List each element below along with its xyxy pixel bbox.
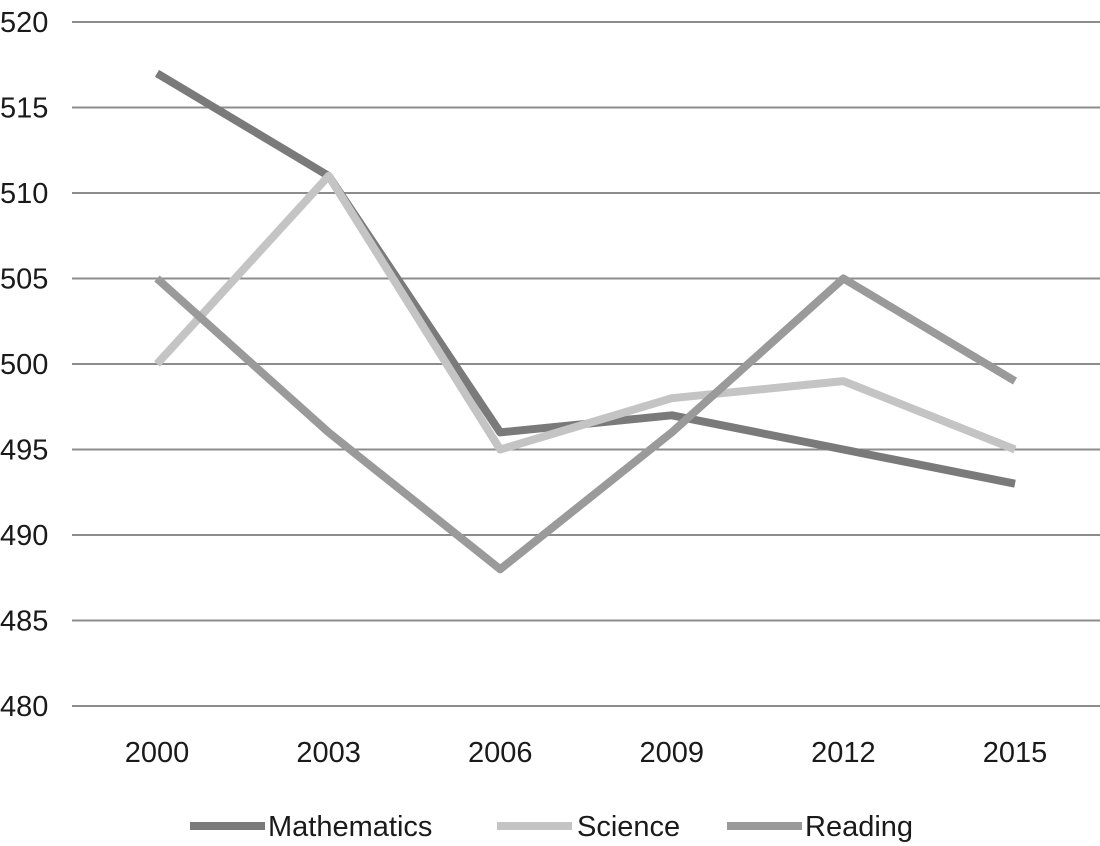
y-tick-label: 485 (0, 606, 48, 638)
x-tick-label: 2000 (125, 737, 190, 769)
y-tick-label: 520 (0, 7, 48, 39)
y-tick-label: 480 (0, 691, 48, 723)
x-tick-label: 2009 (640, 737, 705, 769)
x-axis-tick-labels: 2000 2003 2006 2009 2012 2015 (125, 737, 1048, 769)
y-tick-label: 505 (0, 264, 48, 296)
legend-item-reading: Reading (727, 811, 913, 843)
series-lines (154, 69, 1018, 574)
gridlines (72, 21, 1100, 707)
y-tick-label: 500 (0, 349, 48, 381)
legend-item-science: Science (497, 811, 680, 843)
y-tick-label: 490 (0, 520, 48, 552)
x-tick-label: 2006 (468, 737, 533, 769)
legend-label: Reading (805, 811, 913, 843)
y-tick-label: 510 (0, 178, 48, 210)
x-tick-label: 2003 (296, 737, 361, 769)
series-line-reading (154, 274, 1018, 574)
legend-label: Science (577, 811, 680, 843)
y-axis-tick-labels: 480 485 490 495 500 505 510 515 520 (0, 7, 48, 723)
y-tick-label: 495 (0, 435, 48, 467)
legend-item-mathematics: Mathematics (190, 811, 432, 843)
x-tick-label: 2012 (811, 737, 876, 769)
legend-label: Mathematics (268, 811, 432, 843)
legend: Mathematics Science Reading (190, 811, 913, 843)
series-line-science (154, 171, 1017, 454)
x-tick-label: 2015 (983, 737, 1048, 769)
y-tick-label: 515 (0, 93, 48, 125)
